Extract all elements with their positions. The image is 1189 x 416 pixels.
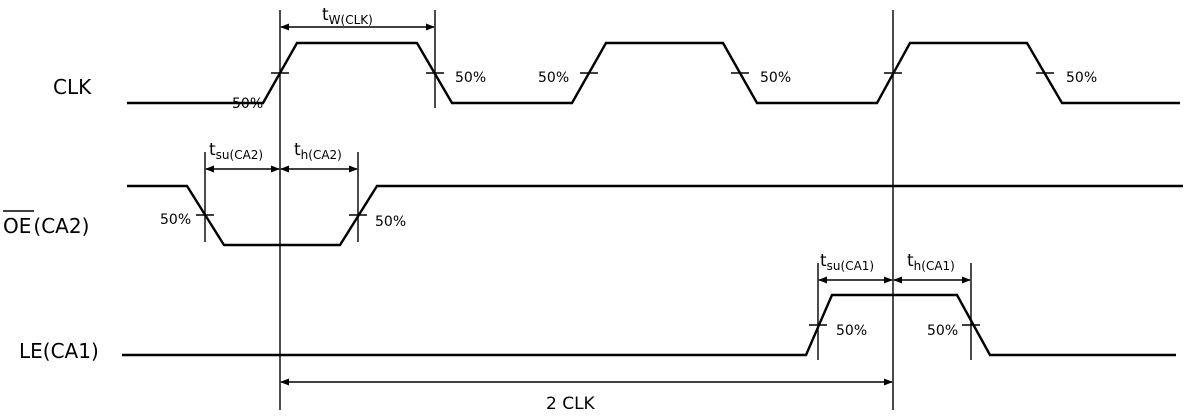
label-th-ca2: th(CA2)	[294, 140, 342, 162]
signal-label-clk: CLK	[53, 75, 92, 99]
label-tw-clk: tW(CLK)	[322, 5, 373, 27]
percent-label-clk-rise-1: 50%	[232, 96, 263, 112]
signal-label-le: LE(CA1)	[19, 339, 99, 363]
le-waveform	[122, 293, 1176, 357]
clk-waveform	[127, 41, 1180, 105]
percent-label-clk-fall-2: 50%	[760, 70, 791, 86]
label-two-clk: 2 CLK	[546, 394, 596, 414]
percent-label-clk-rise-2: 50%	[538, 70, 569, 86]
oe-waveform	[127, 184, 1183, 247]
percent-label-clk-fall-3: 50%	[1066, 70, 1097, 86]
label-th-ca1: th(CA1)	[907, 251, 955, 273]
percent-label-clk-fall-1: 50%	[455, 70, 486, 86]
percent-label-oe-rise: 50%	[375, 214, 406, 230]
oe-bar-text: OE	[3, 214, 31, 238]
percent-label-le-fall: 50%	[927, 323, 958, 339]
oe-suffix-text: (CA2)	[33, 214, 89, 238]
percent-label-oe-fall: 50%	[160, 212, 191, 228]
label-tsu-ca1: tsu(CA1)	[820, 251, 874, 273]
label-tsu-ca2: tsu(CA2)	[209, 140, 263, 162]
signal-label-oe: OE (CA2)	[3, 214, 89, 238]
percent-label-le-rise: 50%	[836, 323, 867, 339]
